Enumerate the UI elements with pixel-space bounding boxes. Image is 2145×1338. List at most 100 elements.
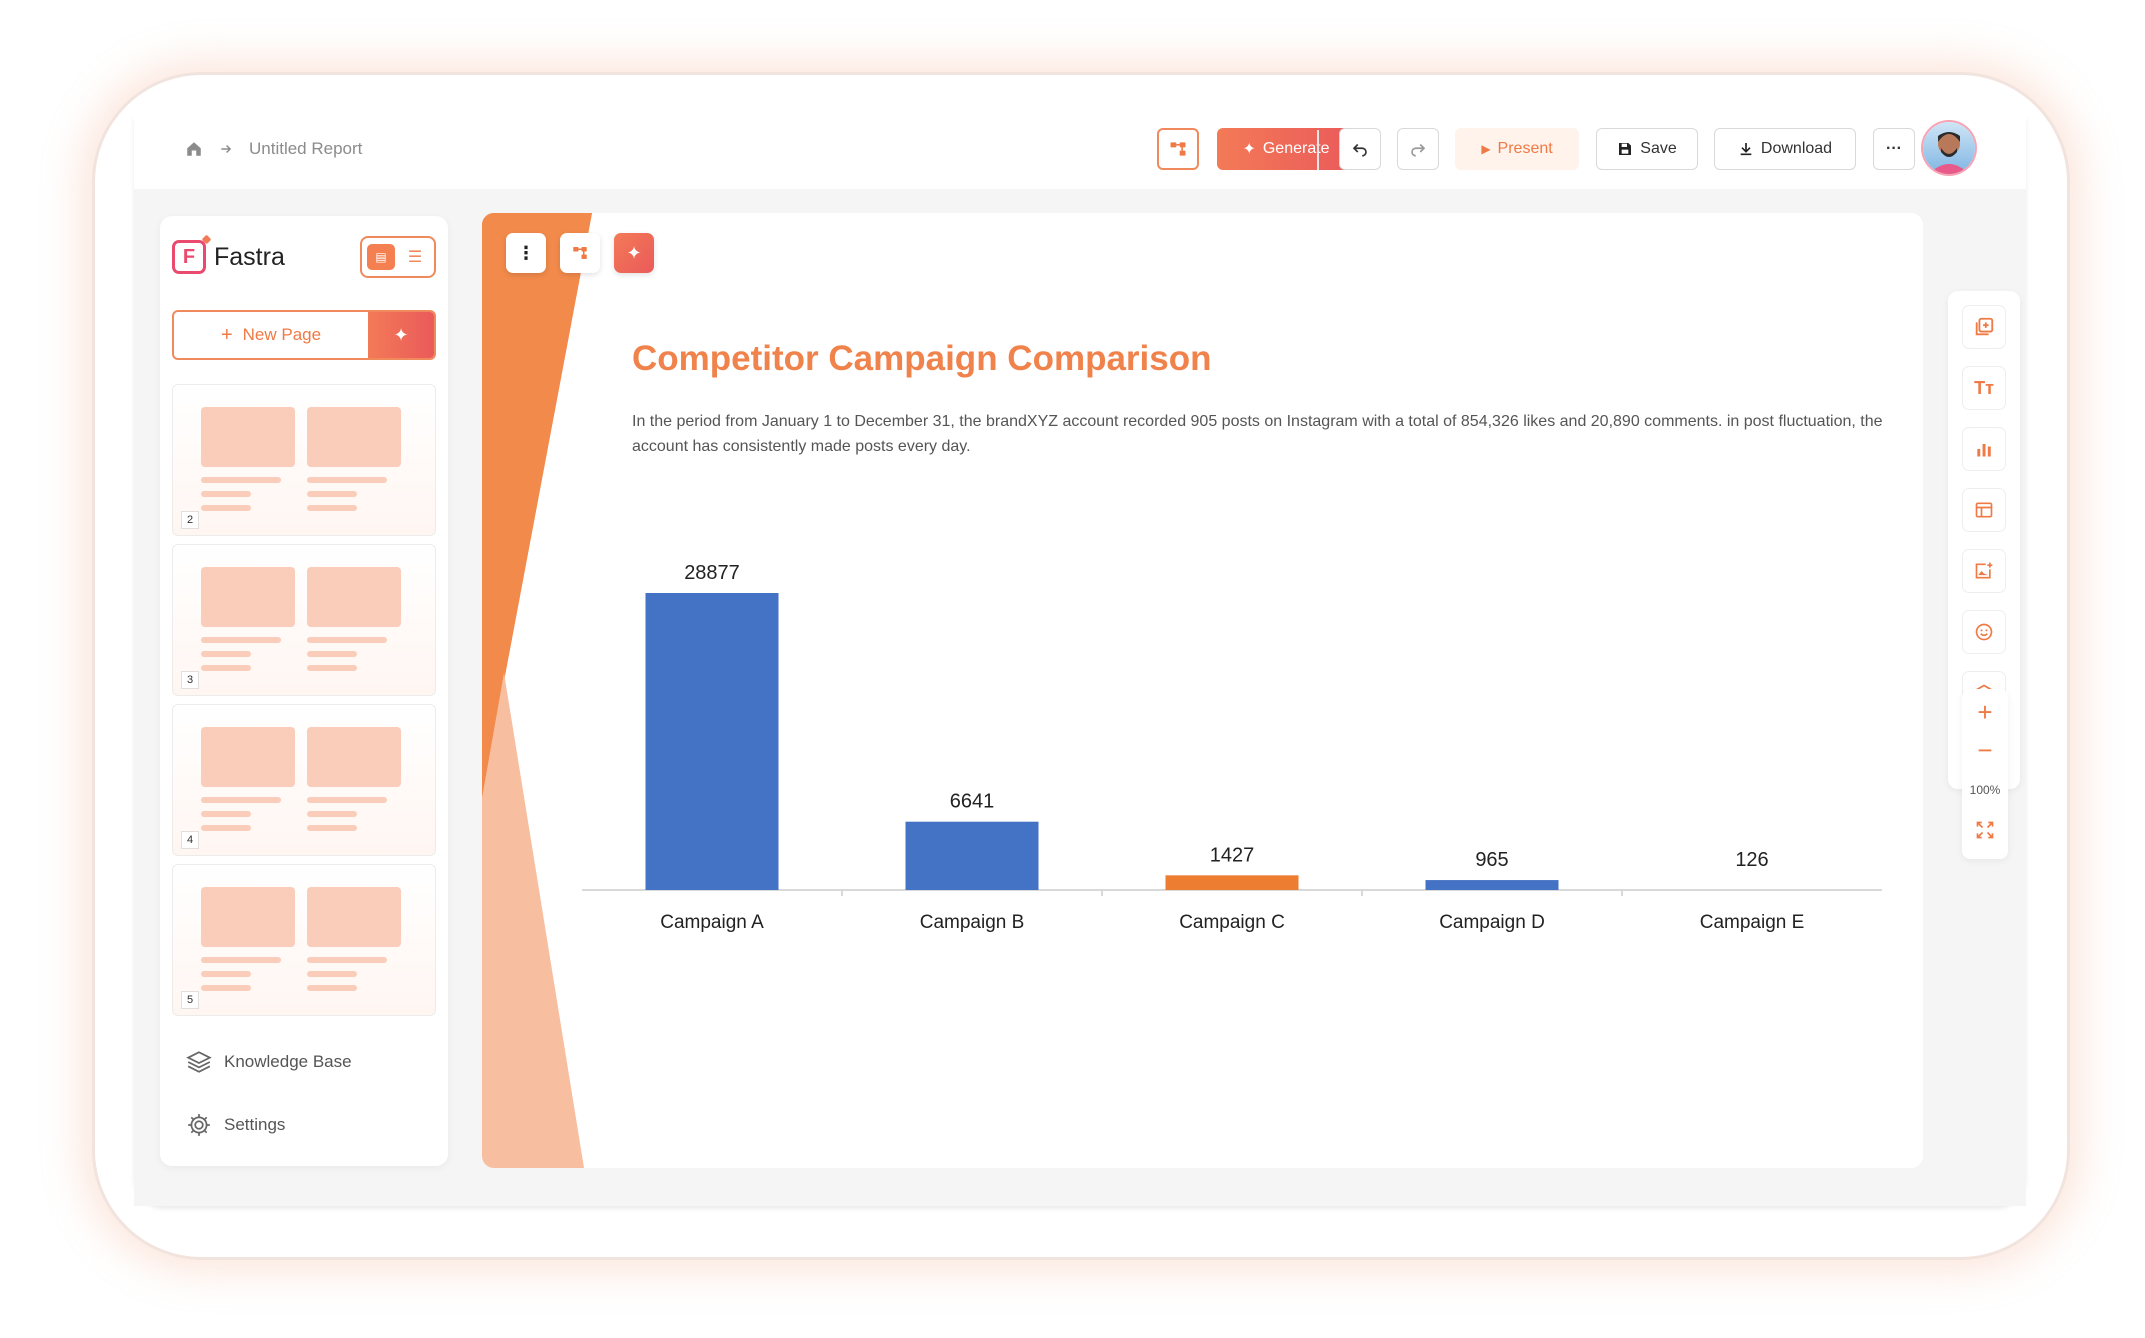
knowledge-base-label: Knowledge Base	[224, 1052, 352, 1071]
vertical-dots-icon: ⋮	[517, 242, 535, 263]
x-tick-label: Campaign A	[660, 912, 764, 933]
brand-name: Fastra	[214, 242, 285, 271]
smiley-icon	[1975, 623, 1993, 641]
save-icon	[1619, 143, 1632, 155]
present-label: Present	[1497, 140, 1553, 157]
x-tick-label: Campaign C	[1179, 912, 1285, 933]
minus-icon: −	[1977, 735, 1993, 765]
user-avatar[interactable]	[1923, 122, 1975, 174]
save-button[interactable]: Save	[1596, 128, 1698, 170]
slide-menu-button[interactable]: ⋮	[506, 233, 546, 273]
bar-campaign-b[interactable]	[905, 821, 1039, 890]
expand-icon	[1976, 821, 1994, 839]
more-icon: ···	[1886, 140, 1902, 157]
data-label: 6641	[950, 791, 995, 813]
slide-title[interactable]: Competitor Campaign Comparison	[632, 339, 1212, 378]
present-button[interactable]: ▶ Present	[1455, 128, 1579, 170]
sparkle-icon: ✦	[393, 324, 409, 345]
new-page-label: New Page	[242, 325, 322, 344]
plus-icon: +	[220, 323, 233, 346]
app-window: Untitled Report ✦ Generate ▶ Present Sav…	[134, 116, 2026, 1206]
table-tool[interactable]	[1962, 488, 2006, 532]
view-toggle[interactable]: ▤ ☰	[360, 236, 436, 278]
settings-link[interactable]: Settings	[186, 1112, 285, 1138]
more-options-button[interactable]: ···	[1873, 128, 1915, 170]
sparkle-icon: ✦	[626, 242, 642, 263]
data-label: 1427	[1210, 844, 1255, 866]
slide-decoration	[482, 213, 592, 1168]
redo-button[interactable]	[1397, 128, 1439, 170]
bar-chart[interactable]: 28877 Campaign A 6641 Campaign B 1427 Campaig…	[582, 563, 1882, 1063]
layers-icon	[186, 1051, 212, 1073]
chart-tool[interactable]	[1962, 427, 2006, 471]
top-bar: Untitled Report ✦ Generate ▶ Present Sav…	[134, 116, 2026, 189]
bar-campaign-d[interactable]	[1425, 880, 1559, 890]
page-thumbnail[interactable]: 5	[172, 864, 436, 1016]
fit-screen-button[interactable]	[1970, 815, 2000, 845]
redo-icon	[1411, 143, 1426, 157]
plus-icon: +	[1977, 697, 1993, 727]
bar-campaign-c[interactable]	[1165, 875, 1299, 890]
save-label: Save	[1640, 140, 1677, 157]
undo-button[interactable]	[1339, 128, 1381, 170]
page-number: 2	[181, 511, 199, 529]
list-view-icon[interactable]: ☰	[407, 249, 423, 266]
page-number: 4	[181, 831, 199, 849]
bar-chart-icon	[1977, 444, 1991, 457]
fastra-logo-icon: F	[172, 240, 206, 274]
breadcrumb: Untitled Report	[185, 139, 362, 159]
knowledge-base-link[interactable]: Knowledge Base	[186, 1049, 352, 1075]
settings-label: Settings	[224, 1115, 286, 1134]
flow-icon	[1170, 142, 1186, 156]
data-label: 965	[1475, 849, 1508, 871]
table-icon	[1975, 502, 1993, 518]
generate-label: Generate	[1262, 140, 1330, 157]
zoom-out-button[interactable]: −	[1970, 735, 2000, 765]
page-number: 3	[181, 671, 199, 689]
add-page-tool[interactable]	[1962, 305, 2006, 349]
data-label: 28877	[684, 563, 740, 584]
add-image-icon	[1975, 562, 1993, 579]
slide-toolbar: ⋮ ✦	[506, 233, 654, 273]
flow-icon-button[interactable]	[1157, 128, 1199, 170]
slide-ai-button[interactable]: ✦	[614, 233, 654, 273]
x-tick-label: Campaign E	[1700, 912, 1805, 933]
download-button[interactable]: Download	[1714, 128, 1856, 170]
page-thumbnail[interactable]: 3	[172, 544, 436, 696]
ai-new-page-button[interactable]: ✦	[368, 312, 434, 358]
text-icon: Tт	[1974, 377, 1994, 398]
undo-icon	[1352, 143, 1367, 157]
data-label: 126	[1735, 849, 1768, 871]
new-page-button[interactable]: + New Page	[174, 312, 368, 358]
x-tick-label: Campaign D	[1439, 912, 1545, 933]
page-sidebar: F Fastra ▤ ☰ + New Page ✦ 2	[160, 216, 448, 1166]
slide-canvas[interactable]: ⋮ ✦ Competitor Campaign Comparison In th…	[482, 213, 1923, 1168]
download-icon	[1740, 143, 1752, 156]
grid-view-icon[interactable]: ▤	[367, 244, 395, 270]
slide-flow-button[interactable]	[560, 233, 600, 273]
play-icon: ▶	[1481, 142, 1491, 156]
generate-button[interactable]: ✦ Generate	[1217, 128, 1355, 170]
zoom-level: 100%	[1969, 783, 2001, 797]
home-icon[interactable]	[185, 140, 203, 158]
emoji-tool[interactable]	[1962, 610, 2006, 654]
arrow-right-icon	[219, 142, 233, 156]
text-tool[interactable]: Tт	[1962, 366, 2006, 410]
brand-logo: F Fastra	[172, 240, 285, 274]
flow-icon	[573, 247, 587, 259]
page-thumbnail[interactable]: 2	[172, 384, 436, 536]
add-slide-icon	[1975, 317, 1994, 336]
toolbar-divider	[1317, 130, 1319, 170]
new-page-control: + New Page ✦	[172, 310, 436, 360]
slide-description[interactable]: In the period from January 1 to December…	[632, 413, 1883, 455]
zoom-controls: + − 100%	[1962, 689, 2008, 859]
page-thumbnail[interactable]: 4	[172, 704, 436, 856]
zoom-in-button[interactable]: +	[1970, 697, 2000, 727]
report-title[interactable]: Untitled Report	[249, 139, 363, 158]
bar-campaign-a[interactable]	[645, 593, 779, 890]
x-tick-label: Campaign B	[920, 912, 1025, 933]
image-tool[interactable]	[1962, 549, 2006, 593]
gear-icon	[188, 1114, 210, 1136]
download-label: Download	[1760, 140, 1833, 157]
workspace: F Fastra ▤ ☰ + New Page ✦ 2	[134, 189, 2026, 1206]
